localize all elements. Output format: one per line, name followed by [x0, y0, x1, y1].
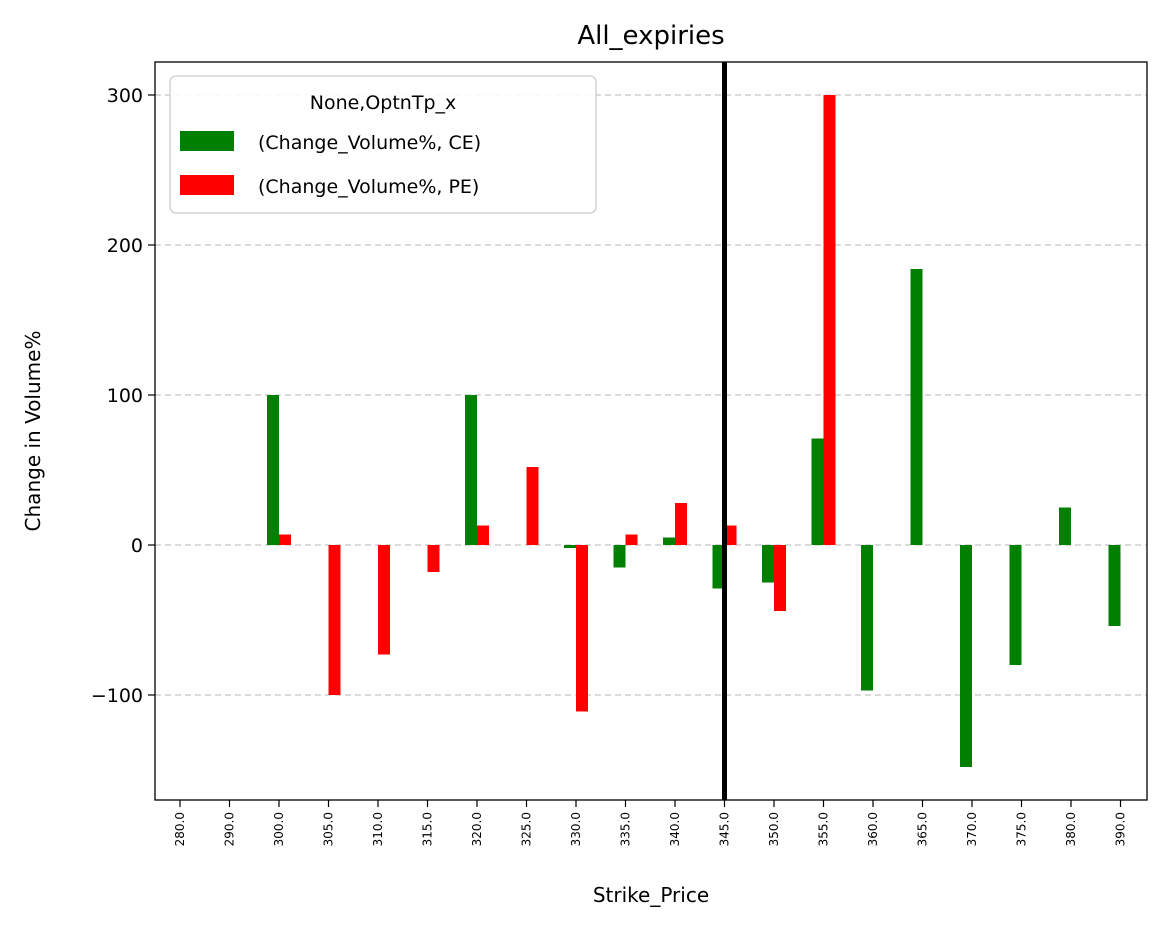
y-tick-label: 300: [107, 85, 143, 107]
bar-pe-310.0: [378, 545, 390, 655]
y-tick-label: 0: [131, 535, 143, 557]
x-tick-label: 355.0: [817, 812, 831, 846]
x-axis-label: Strike_Price: [593, 883, 709, 907]
legend-title: None,OptnTp_x: [310, 92, 457, 114]
y-axis: −100 0 100 200 300: [91, 85, 155, 707]
x-tick-label: 280.0: [173, 812, 187, 846]
bar-pe-345.0: [724, 525, 737, 545]
bar-ce-300.0: [267, 395, 279, 545]
bar-ce-320.0: [465, 395, 477, 545]
legend-swatch-pe: [180, 175, 234, 195]
bar-ce-335.0: [613, 545, 626, 568]
x-tick-label: 320.0: [470, 812, 484, 846]
x-tick-label: 290.0: [223, 812, 237, 846]
x-tick-label: 345.0: [718, 812, 732, 846]
bar-pe-300.0: [279, 534, 291, 545]
x-tick-label: 370.0: [965, 812, 979, 846]
bar-ce-370.0: [960, 545, 972, 767]
x-tick-label: 315.0: [421, 812, 435, 846]
bar-pe-330.0: [576, 545, 588, 712]
bar-pe-320.0: [477, 525, 489, 545]
legend-label-ce: (Change_Volume%, CE): [258, 132, 481, 154]
legend-box: [169, 75, 597, 214]
legend-swatch-ce: [180, 131, 234, 151]
legend: None,OptnTp_x (Change_Volume%, CE) (Chan…: [169, 75, 597, 214]
bar-ce-345.0: [712, 545, 725, 589]
x-tick-label: 360.0: [866, 812, 880, 846]
x-tick-label: 300.0: [272, 812, 286, 846]
y-tick-label: 100: [107, 385, 143, 407]
bar-ce-350.0: [762, 545, 774, 583]
bar-ce-365.0: [910, 269, 923, 545]
bar-pe-340.0: [675, 503, 687, 545]
y-tick-label: 200: [107, 235, 143, 257]
bars: [267, 95, 1121, 767]
x-axis: 280.0 290.0 300.0 305.0 310.0 315.0 320.0 325.0…: [173, 800, 1128, 846]
y-tick-label: −100: [91, 685, 143, 707]
plot-area-frame: [154, 61, 1148, 801]
bar-ce-380.0: [1059, 507, 1071, 545]
bar-ce-375.0: [1009, 545, 1022, 665]
x-tick-label: 335.0: [619, 812, 633, 846]
bar-pe-355.0: [823, 95, 836, 545]
chart-title: All_expiries: [577, 21, 724, 51]
x-tick-label: 390.0: [1114, 812, 1128, 846]
bar-ce-390.0: [1108, 545, 1121, 626]
bar-pe-325.0: [526, 467, 539, 545]
x-tick-label: 310.0: [371, 812, 385, 846]
x-tick-label: 340.0: [668, 812, 682, 846]
x-tick-label: 325.0: [520, 812, 534, 846]
grid-lines: [155, 94, 1147, 696]
y-axis-label: Change in Volume%: [21, 331, 45, 532]
x-tick-label: 375.0: [1015, 812, 1029, 846]
bar-pe-315.0: [427, 545, 440, 572]
x-tick-label: 330.0: [569, 812, 583, 846]
x-tick-label: 380.0: [1064, 812, 1078, 846]
bar-pe-305.0: [328, 545, 341, 695]
x-tick-label: 305.0: [322, 812, 336, 846]
bar-pe-350.0: [774, 545, 786, 611]
bar-ce-355.0: [811, 438, 824, 545]
x-tick-label: 365.0: [916, 812, 930, 846]
x-tick-label: 350.0: [767, 812, 781, 846]
bar-ce-360.0: [861, 545, 873, 691]
legend-label-pe: (Change_Volume%, PE): [258, 176, 479, 198]
bar-ce-340.0: [663, 537, 675, 545]
bar-ce-330.0: [564, 545, 576, 548]
bar-pe-335.0: [625, 534, 638, 545]
